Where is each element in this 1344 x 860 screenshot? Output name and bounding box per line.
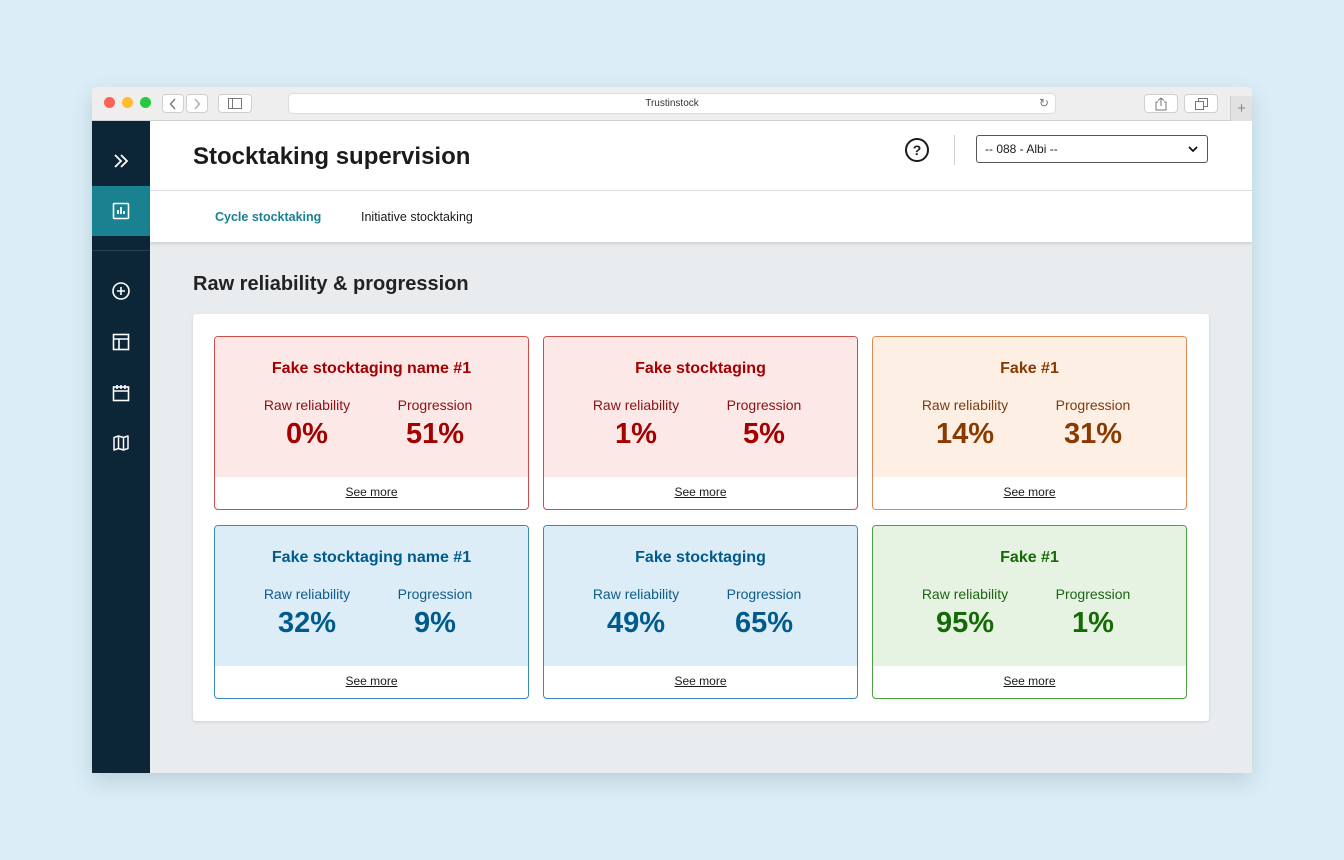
tabs-overview-button[interactable] xyxy=(1184,94,1218,113)
raw-reliability-label: Raw reliability xyxy=(921,586,1009,602)
raw-reliability-label: Raw reliability xyxy=(263,586,351,602)
raw-reliability-value: 0% xyxy=(286,418,328,450)
progression-value: 51% xyxy=(405,418,465,450)
sidebar-item-add[interactable] xyxy=(92,266,150,316)
page-header: Stocktaking supervision ? -- 088 - Albi … xyxy=(150,121,1252,191)
stocktaking-card: Fake #1 Raw reliability Progression 14% … xyxy=(872,336,1187,510)
progression-label: Progression xyxy=(397,397,473,413)
browser-window: Trustinstock ↻ + Sto xyxy=(92,87,1252,773)
sidebar-divider xyxy=(92,250,150,251)
progression-value: 5% xyxy=(743,418,785,450)
header-divider xyxy=(954,135,955,165)
back-button[interactable] xyxy=(162,94,184,113)
see-more-link[interactable]: See more xyxy=(345,674,398,688)
plus-circle-icon xyxy=(112,282,130,300)
progression-value: 1% xyxy=(1072,607,1114,639)
stocktaking-card: Fake stocktaging name #1 Raw reliability… xyxy=(214,525,529,699)
share-button[interactable] xyxy=(1144,94,1178,113)
sidebar-toggle-button[interactable] xyxy=(218,94,252,113)
chevron-down-icon xyxy=(1188,146,1198,153)
calendar-icon xyxy=(112,385,130,402)
sidebar-item-map[interactable] xyxy=(92,418,150,468)
reload-icon[interactable]: ↻ xyxy=(1038,96,1049,110)
card-title: Fake stocktaging xyxy=(635,549,766,566)
page-title: Stocktaking supervision xyxy=(193,143,471,170)
progression-value: 9% xyxy=(414,607,456,639)
card-title: Fake #1 xyxy=(1000,360,1059,377)
tabs-icon xyxy=(1194,97,1208,110)
map-icon xyxy=(113,435,129,451)
stocktaking-card: Fake #1 Raw reliability Progression 95% … xyxy=(872,525,1187,699)
raw-reliability-label: Raw reliability xyxy=(592,586,680,602)
browser-toolbar: Trustinstock ↻ + xyxy=(92,87,1252,121)
card-body xyxy=(544,337,857,477)
tab-cycle-stocktaking[interactable]: Cycle stocktaking xyxy=(193,191,343,242)
progression-label: Progression xyxy=(1055,397,1131,413)
forward-button[interactable] xyxy=(186,94,208,113)
raw-reliability-value: 14% xyxy=(935,418,995,450)
raw-reliability-value: 32% xyxy=(277,607,337,639)
store-select-value: -- 088 - Albi -- xyxy=(985,142,1058,156)
progression-label: Progression xyxy=(726,397,802,413)
double-chevron-right-icon xyxy=(114,154,129,168)
chevron-left-icon xyxy=(169,98,176,109)
progression-label: Progression xyxy=(726,586,802,602)
see-more-link[interactable]: See more xyxy=(674,485,727,499)
progression-value: 65% xyxy=(734,607,794,639)
progression-label: Progression xyxy=(397,586,473,602)
raw-reliability-label: Raw reliability xyxy=(263,397,351,413)
store-select[interactable]: -- 088 - Albi -- xyxy=(976,135,1208,163)
sidebar-item-dashboard[interactable] xyxy=(92,186,150,236)
see-more-link[interactable]: See more xyxy=(1003,485,1056,499)
sidebar-expand-button[interactable] xyxy=(92,136,150,186)
sidebar-icon xyxy=(228,98,242,109)
see-more-link[interactable]: See more xyxy=(1003,674,1056,688)
sidebar-item-layout[interactable] xyxy=(92,317,150,367)
zoom-window-button[interactable] xyxy=(140,97,151,108)
cards-panel: Fake stocktaging name #1 Raw reliability… xyxy=(193,314,1209,721)
tab-initiative-stocktaking[interactable]: Initiative stocktaking xyxy=(361,209,473,224)
card-body xyxy=(215,337,528,477)
card-body xyxy=(544,526,857,666)
section-title: Raw reliability & progression xyxy=(193,273,469,295)
raw-reliability-label: Raw reliability xyxy=(921,397,1009,413)
card-body xyxy=(215,526,528,666)
stocktaking-card: Fake stocktaging Raw reliability Progres… xyxy=(543,336,858,510)
card-title: Fake stocktaging name #1 xyxy=(271,360,472,377)
progression-value: 31% xyxy=(1063,418,1123,450)
new-tab-button[interactable]: + xyxy=(1230,96,1252,121)
chevron-right-icon xyxy=(194,98,201,109)
address-bar-text: Trustinstock xyxy=(645,98,699,109)
stocktaking-card: Fake stocktaging Raw reliability Progres… xyxy=(543,525,858,699)
card-body xyxy=(873,337,1186,477)
card-title: Fake stocktaging name #1 xyxy=(271,549,472,566)
layout-icon xyxy=(112,333,130,351)
raw-reliability-value: 1% xyxy=(615,418,657,450)
card-body xyxy=(873,526,1186,666)
see-more-link[interactable]: See more xyxy=(674,674,727,688)
progression-label: Progression xyxy=(1055,586,1131,602)
card-title: Fake #1 xyxy=(1000,549,1059,566)
plus-icon: + xyxy=(1237,100,1246,117)
close-window-button[interactable] xyxy=(104,97,115,108)
address-bar[interactable]: Trustinstock ↻ xyxy=(288,93,1056,114)
raw-reliability-value: 49% xyxy=(606,607,666,639)
bar-chart-icon xyxy=(112,202,130,220)
raw-reliability-label: Raw reliability xyxy=(592,397,680,413)
raw-reliability-value: 95% xyxy=(935,607,995,639)
card-title: Fake stocktaging xyxy=(635,360,766,377)
minimize-window-button[interactable] xyxy=(122,97,133,108)
help-icon[interactable]: ? xyxy=(905,138,929,162)
sidebar xyxy=(92,121,150,773)
see-more-link[interactable]: See more xyxy=(345,485,398,499)
stocktaking-card: Fake stocktaging name #1 Raw reliability… xyxy=(214,336,529,510)
share-icon xyxy=(1155,96,1167,110)
tab-bar: Cycle stocktaking Initiative stocktaking xyxy=(150,191,1252,242)
sidebar-item-calendar[interactable] xyxy=(92,368,150,418)
